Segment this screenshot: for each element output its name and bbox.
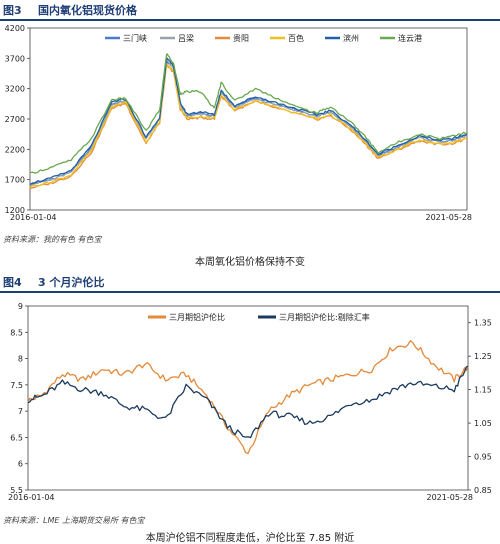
y-right-tick-label: 1.25 [474,352,492,361]
series-line [27,340,469,455]
figure-3-header: 图3 国内氧化铝现货价格 [0,0,500,21]
y-right-tick-label: 1.05 [474,419,492,428]
y-right-tick-label: 1.35 [474,319,492,328]
y-right-tick-label: 0.95 [474,453,492,462]
y-tick-label: 4200 [5,24,25,33]
y-tick-label: 7 [18,407,23,416]
series-line [29,53,468,174]
figure-4-number: 图4 [3,276,22,289]
legend-label: 贵阳 [233,33,249,43]
x-tick-label: 2021-05-28 [426,213,473,222]
y-tick-label: 5.5 [10,486,23,495]
series-line [29,64,468,190]
legend-label: 三月期铝沪伦比 [169,312,225,322]
y-tick-label: 6 [18,460,23,469]
y-tick-label: 1200 [5,206,25,215]
x-tick-label: 2016-01-04 [10,213,57,222]
y-tick-label: 3700 [5,54,25,63]
figure-3-number: 图3 [3,4,22,17]
y-tick-label: 3200 [5,85,25,94]
figure-3-rule [0,19,500,21]
y-tick-label: 7.5 [10,381,23,390]
series-line [29,57,468,185]
legend-label: 吕梁 [178,34,194,43]
legend-label: 滨州 [343,33,359,43]
y-tick-label: 2700 [5,115,25,124]
series-line [29,62,468,189]
figure-4-header: 图4 3 个月沪伦比 [0,272,500,293]
legend-label: 连云港 [398,33,422,43]
figure-3-caption: 本周氧化铝价格保持不变 [195,257,305,268]
y-tick-label: 9 [18,302,23,311]
y-tick-label: 8 [18,355,23,364]
figure-4: 图4 3 个月沪伦比 5.5 6 6.5 7 7.5 8 8.5 9 0.85 0.95 1.05 1… [0,272,500,544]
y-right-tick-label: 0.85 [474,486,492,495]
x-tick-label: 2016-01-04 [8,493,55,502]
y-tick-label: 1700 [5,176,25,185]
figure-3: 图3 国内氧化铝现货价格 1200 1700 2200 2700 3200 3700 420… [0,0,500,270]
y-tick-label: 6.5 [10,433,23,442]
series-line [29,58,468,187]
sh-lme-ratio-chart: 5.5 6 6.5 7 7.5 8 8.5 9 0.85 0.95 1.05 1.15 1.25 1.35… [8,302,492,502]
figure-3-title: 国内氧化铝现货价格 [38,4,137,17]
y-tick-label: 2200 [5,145,25,154]
figure-4-title: 3 个月沪伦比 [38,276,105,289]
figure-4-source: 资料来源：LME 上海期货交易所 有色宝 [3,516,145,525]
legend-label: 三门峡 [123,33,147,43]
series-line [29,61,468,186]
legend-label: 三月期铝沪伦比:剔除汇率 [279,312,370,322]
figure-3-source: 资料来源：我的有色 有色宝 [3,235,102,244]
y-right-tick-label: 1.15 [474,386,492,395]
plot-frame [27,305,469,491]
legend-label: 百色 [288,33,304,43]
figure-4-caption: 本周沪伦铝不同程度走低，沪伦比至 7.85 附近 [145,533,355,544]
x-tick-label: 2021-05-28 [427,493,474,502]
figure-4-rule [0,291,500,293]
y-tick-label: 8.5 [10,328,23,337]
series-line [27,365,469,439]
alumina-price-chart: 1200 1700 2200 2700 3200 3700 4200 2016-01-04 20… [5,24,473,222]
plot-frame [29,27,468,211]
